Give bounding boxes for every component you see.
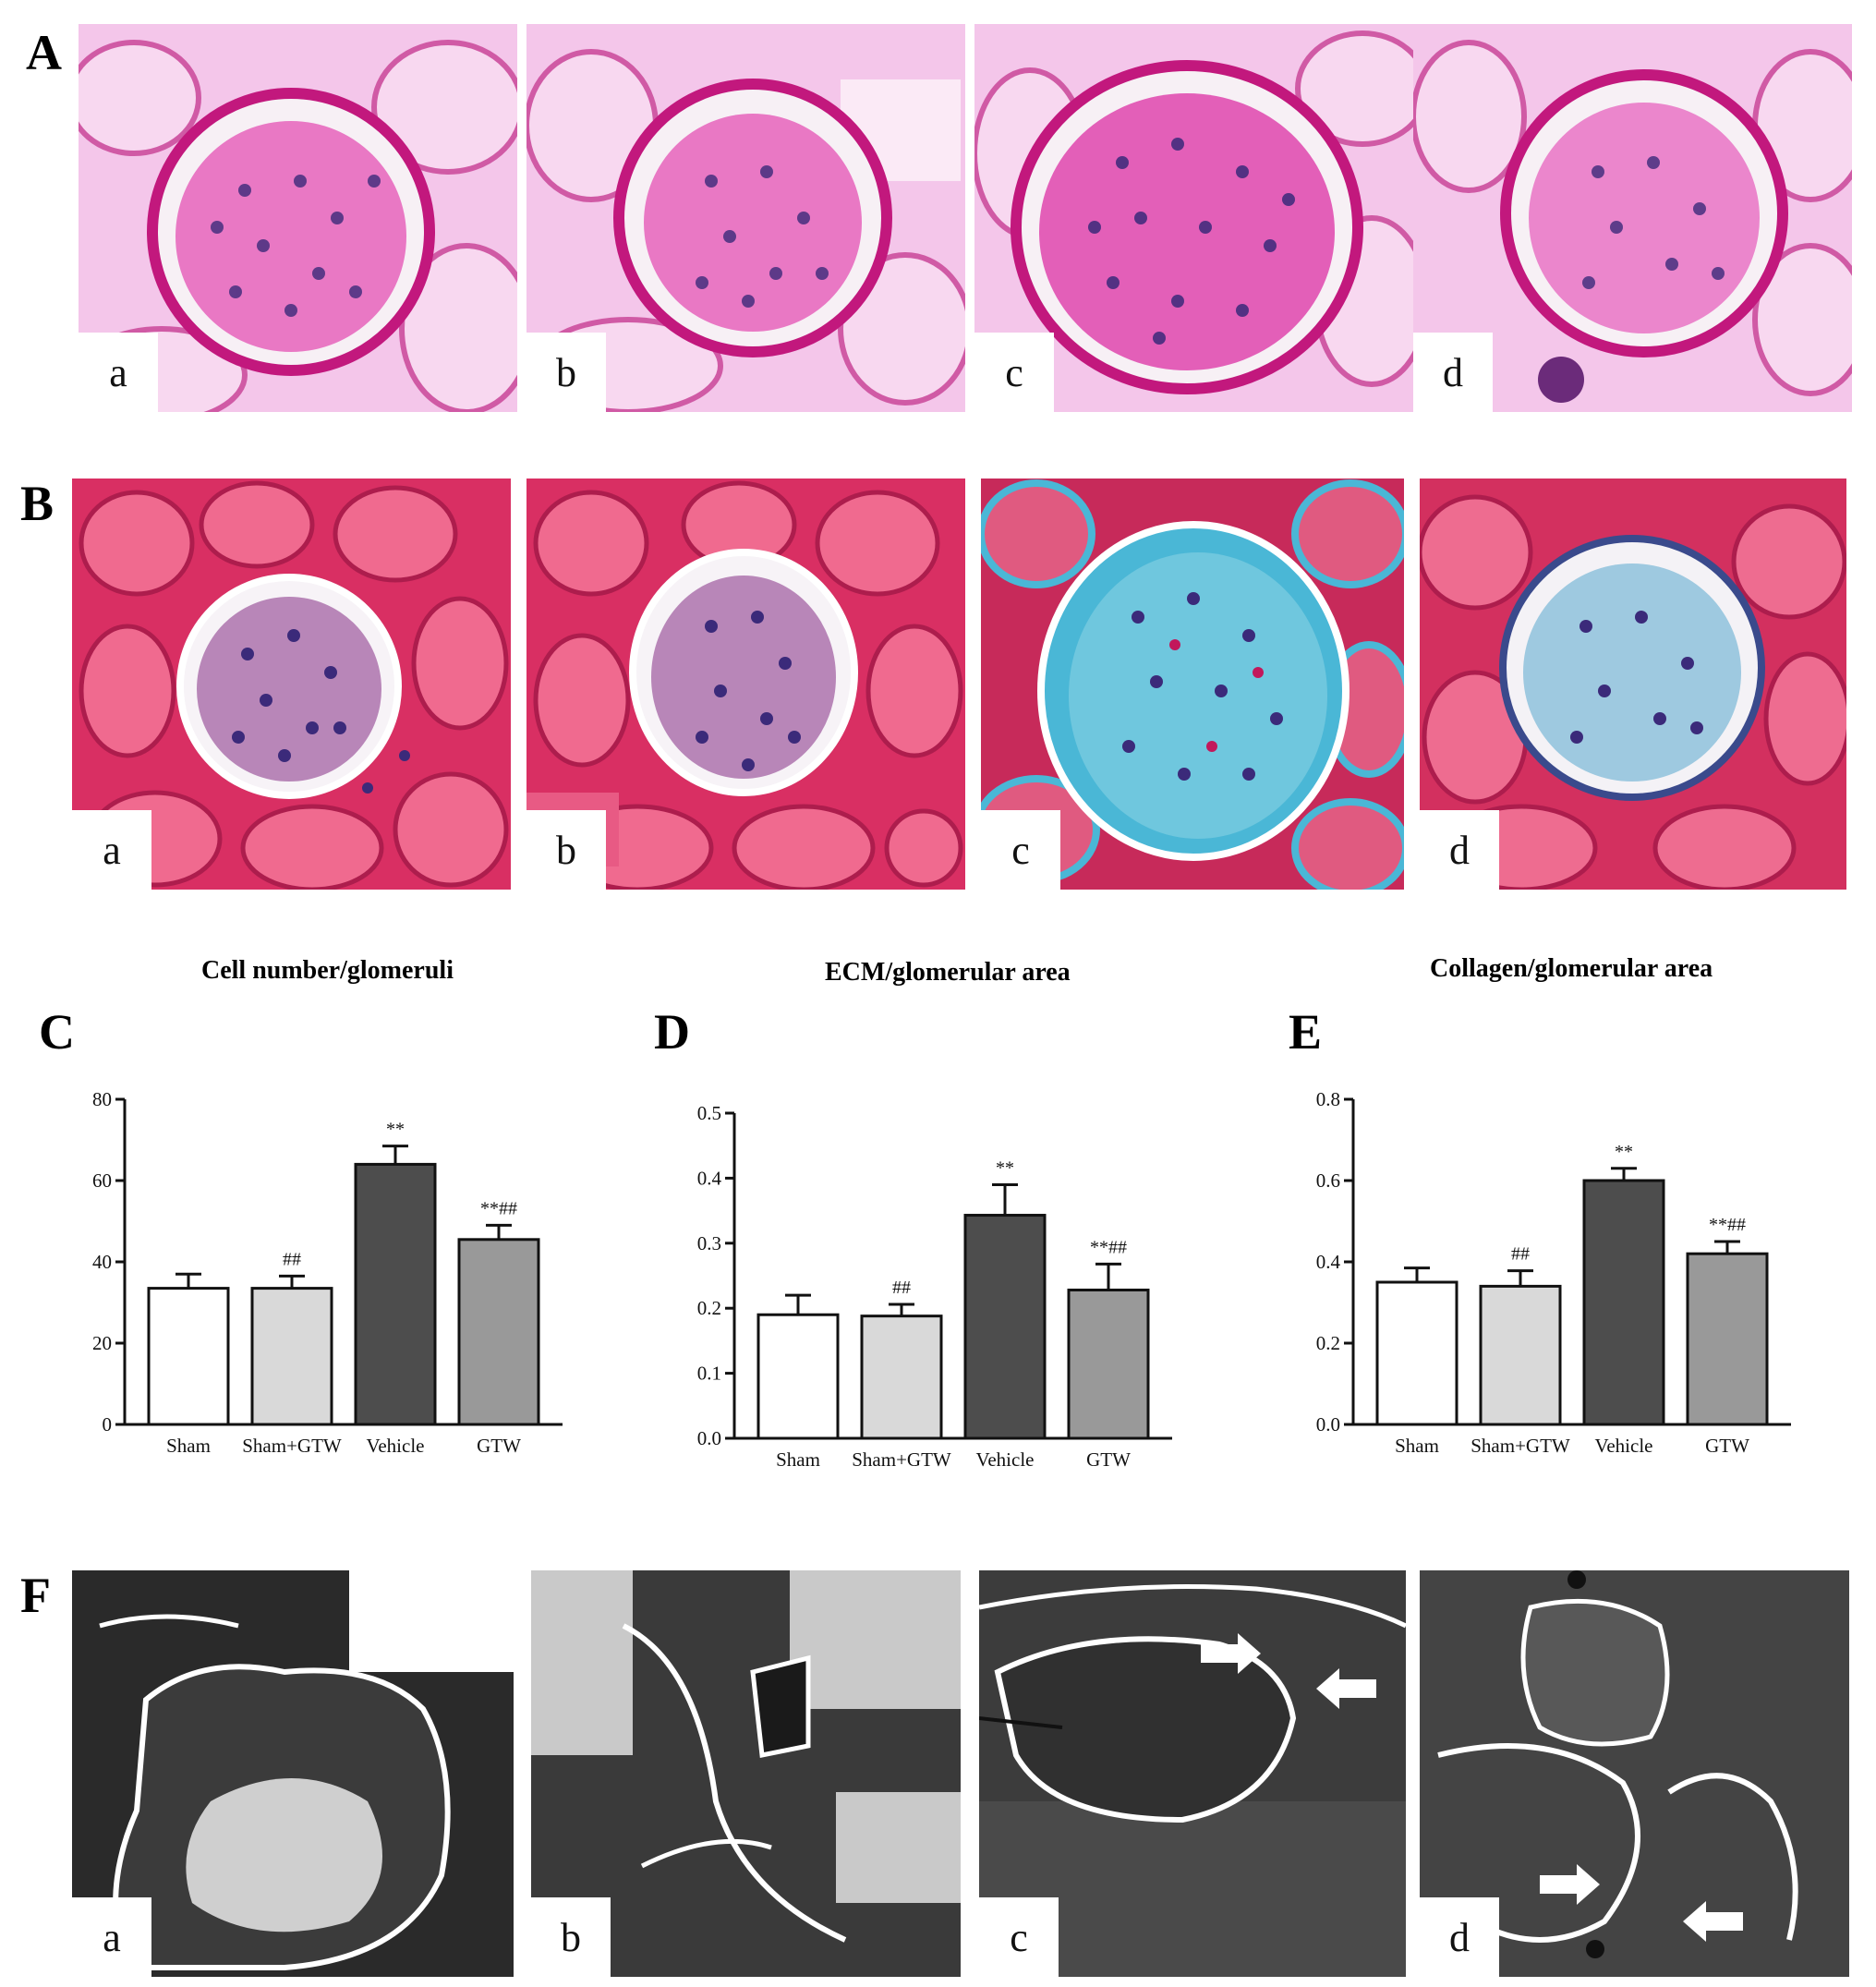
row-label-F: F	[20, 1568, 51, 1623]
category-label: Sham+GTW	[242, 1435, 342, 1457]
bar-chart-d: 0.0 0.1 0.2 0.3 0.4 0.5 Sham ## Sham+GTW ** Vehicl…	[665, 1095, 1201, 1492]
chart-svg-e: 0.0 0.2 0.4 0.6 0.8 Sham ## Sham+GTW ** Vehicle **…	[1316, 1088, 1791, 1457]
pas-image-c: c	[974, 24, 1413, 412]
chart-label-d: D	[654, 1004, 690, 1060]
bar-sham-gtw	[250, 1287, 333, 1426]
chart-label-c: C	[39, 1004, 75, 1060]
em-image-d: d	[1420, 1570, 1849, 1977]
bar-sham-gtw	[860, 1315, 943, 1440]
panel-label-b: b	[526, 333, 606, 412]
masson-image-c: c	[981, 479, 1404, 890]
y-tick-label: 0.8	[1316, 1088, 1340, 1110]
bar-chart-c: 0 20 40 60 80 Sham ## Sham+GTW ** Vehicle **## GTW	[55, 1081, 591, 1478]
y-tick-label: 60	[92, 1169, 112, 1192]
bar-sham-gtw	[1479, 1284, 1562, 1426]
category-label: Sham	[776, 1448, 820, 1471]
y-tick-label: 0.4	[697, 1167, 722, 1189]
category-label: Sham+GTW	[852, 1448, 951, 1471]
panel-label-d: d	[1413, 333, 1493, 412]
em-image-a: a	[72, 1570, 514, 1977]
category-label: GTW	[1705, 1435, 1749, 1457]
bar-sham	[756, 1313, 840, 1440]
category-label: Sham	[166, 1435, 211, 1457]
significance-label: **##	[480, 1198, 517, 1218]
pas-image-d: d	[1413, 24, 1852, 412]
chart-title-c: Cell number/glomeruli	[201, 956, 454, 985]
significance-label: ##	[1511, 1244, 1530, 1265]
bar-gtw	[457, 1238, 540, 1426]
pas-image-a: a	[79, 24, 517, 412]
category-label: Vehicle	[976, 1448, 1035, 1471]
panel-label-c: c	[979, 1897, 1059, 1977]
category-label: Sham	[1395, 1435, 1439, 1457]
y-tick-label: 40	[92, 1251, 112, 1273]
significance-label: **	[386, 1120, 405, 1140]
category-label: GTW	[1086, 1448, 1131, 1471]
y-tick-label: 0.5	[697, 1102, 721, 1124]
significance-label: ##	[892, 1278, 911, 1298]
y-tick-label: 0.3	[697, 1232, 721, 1254]
row-label-B: B	[20, 476, 54, 531]
y-tick-label: 80	[92, 1088, 112, 1110]
pas-image-b: b	[526, 24, 965, 412]
bar-sham	[147, 1287, 230, 1426]
masson-image-b: b	[526, 479, 965, 890]
y-tick-label: 0.1	[697, 1363, 721, 1385]
y-tick-label: 0.2	[697, 1297, 721, 1319]
panel-label-c: c	[981, 810, 1060, 890]
category-label: GTW	[477, 1435, 521, 1457]
y-tick-label: 0.4	[1316, 1251, 1341, 1273]
panel-label-a: a	[72, 1897, 151, 1977]
significance-label: **	[996, 1157, 1014, 1178]
chart-label-e: E	[1289, 1004, 1323, 1060]
masson-image-a: a	[72, 479, 511, 890]
significance-label: ##	[283, 1249, 301, 1269]
y-tick-label: 20	[92, 1332, 112, 1354]
panel-label-a: a	[79, 333, 158, 412]
y-tick-label: 0.2	[1316, 1332, 1340, 1354]
em-image-c: c	[979, 1570, 1406, 1977]
panel-label-d: d	[1420, 810, 1499, 890]
y-tick-label: 0.0	[1316, 1413, 1340, 1436]
bar-sham	[1375, 1280, 1458, 1426]
em-image-b: b	[531, 1570, 961, 1977]
chart-title-d: ECM/glomerular area	[825, 958, 1071, 987]
chart-title-e: Collagen/glomerular area	[1430, 954, 1713, 983]
y-tick-label: 0	[103, 1413, 113, 1436]
chart-svg-d: 0.0 0.1 0.2 0.3 0.4 0.5 Sham ## Sham+GTW ** Vehicl…	[697, 1102, 1172, 1471]
bar-vehicle	[1582, 1179, 1665, 1426]
category-label: Vehicle	[1595, 1435, 1653, 1457]
row-label-A: A	[26, 25, 62, 80]
significance-label: **##	[1709, 1215, 1746, 1235]
significance-label: **##	[1090, 1237, 1127, 1257]
category-label: Vehicle	[367, 1435, 425, 1457]
bar-vehicle	[963, 1214, 1047, 1440]
masson-image-d: d	[1420, 479, 1846, 890]
panel-label-b: b	[531, 1897, 611, 1977]
chart-svg-c: 0 20 40 60 80 Sham ## Sham+GTW ** Vehicle **## GTW	[92, 1088, 563, 1457]
y-tick-label: 0.6	[1316, 1169, 1340, 1192]
bar-chart-e: 0.0 0.2 0.4 0.6 0.8 Sham ## Sham+GTW ** Vehicle **…	[1284, 1081, 1838, 1478]
y-tick-label: 0.0	[697, 1427, 721, 1449]
panel-label-c: c	[974, 333, 1054, 412]
bar-vehicle	[354, 1162, 437, 1426]
panel-label-d: d	[1420, 1897, 1499, 1977]
panel-label-a: a	[72, 810, 151, 890]
bar-gtw	[1067, 1288, 1150, 1440]
bar-gtw	[1686, 1252, 1769, 1426]
panel-label-b: b	[526, 810, 606, 890]
significance-label: **	[1615, 1142, 1633, 1162]
category-label: Sham+GTW	[1471, 1435, 1570, 1457]
